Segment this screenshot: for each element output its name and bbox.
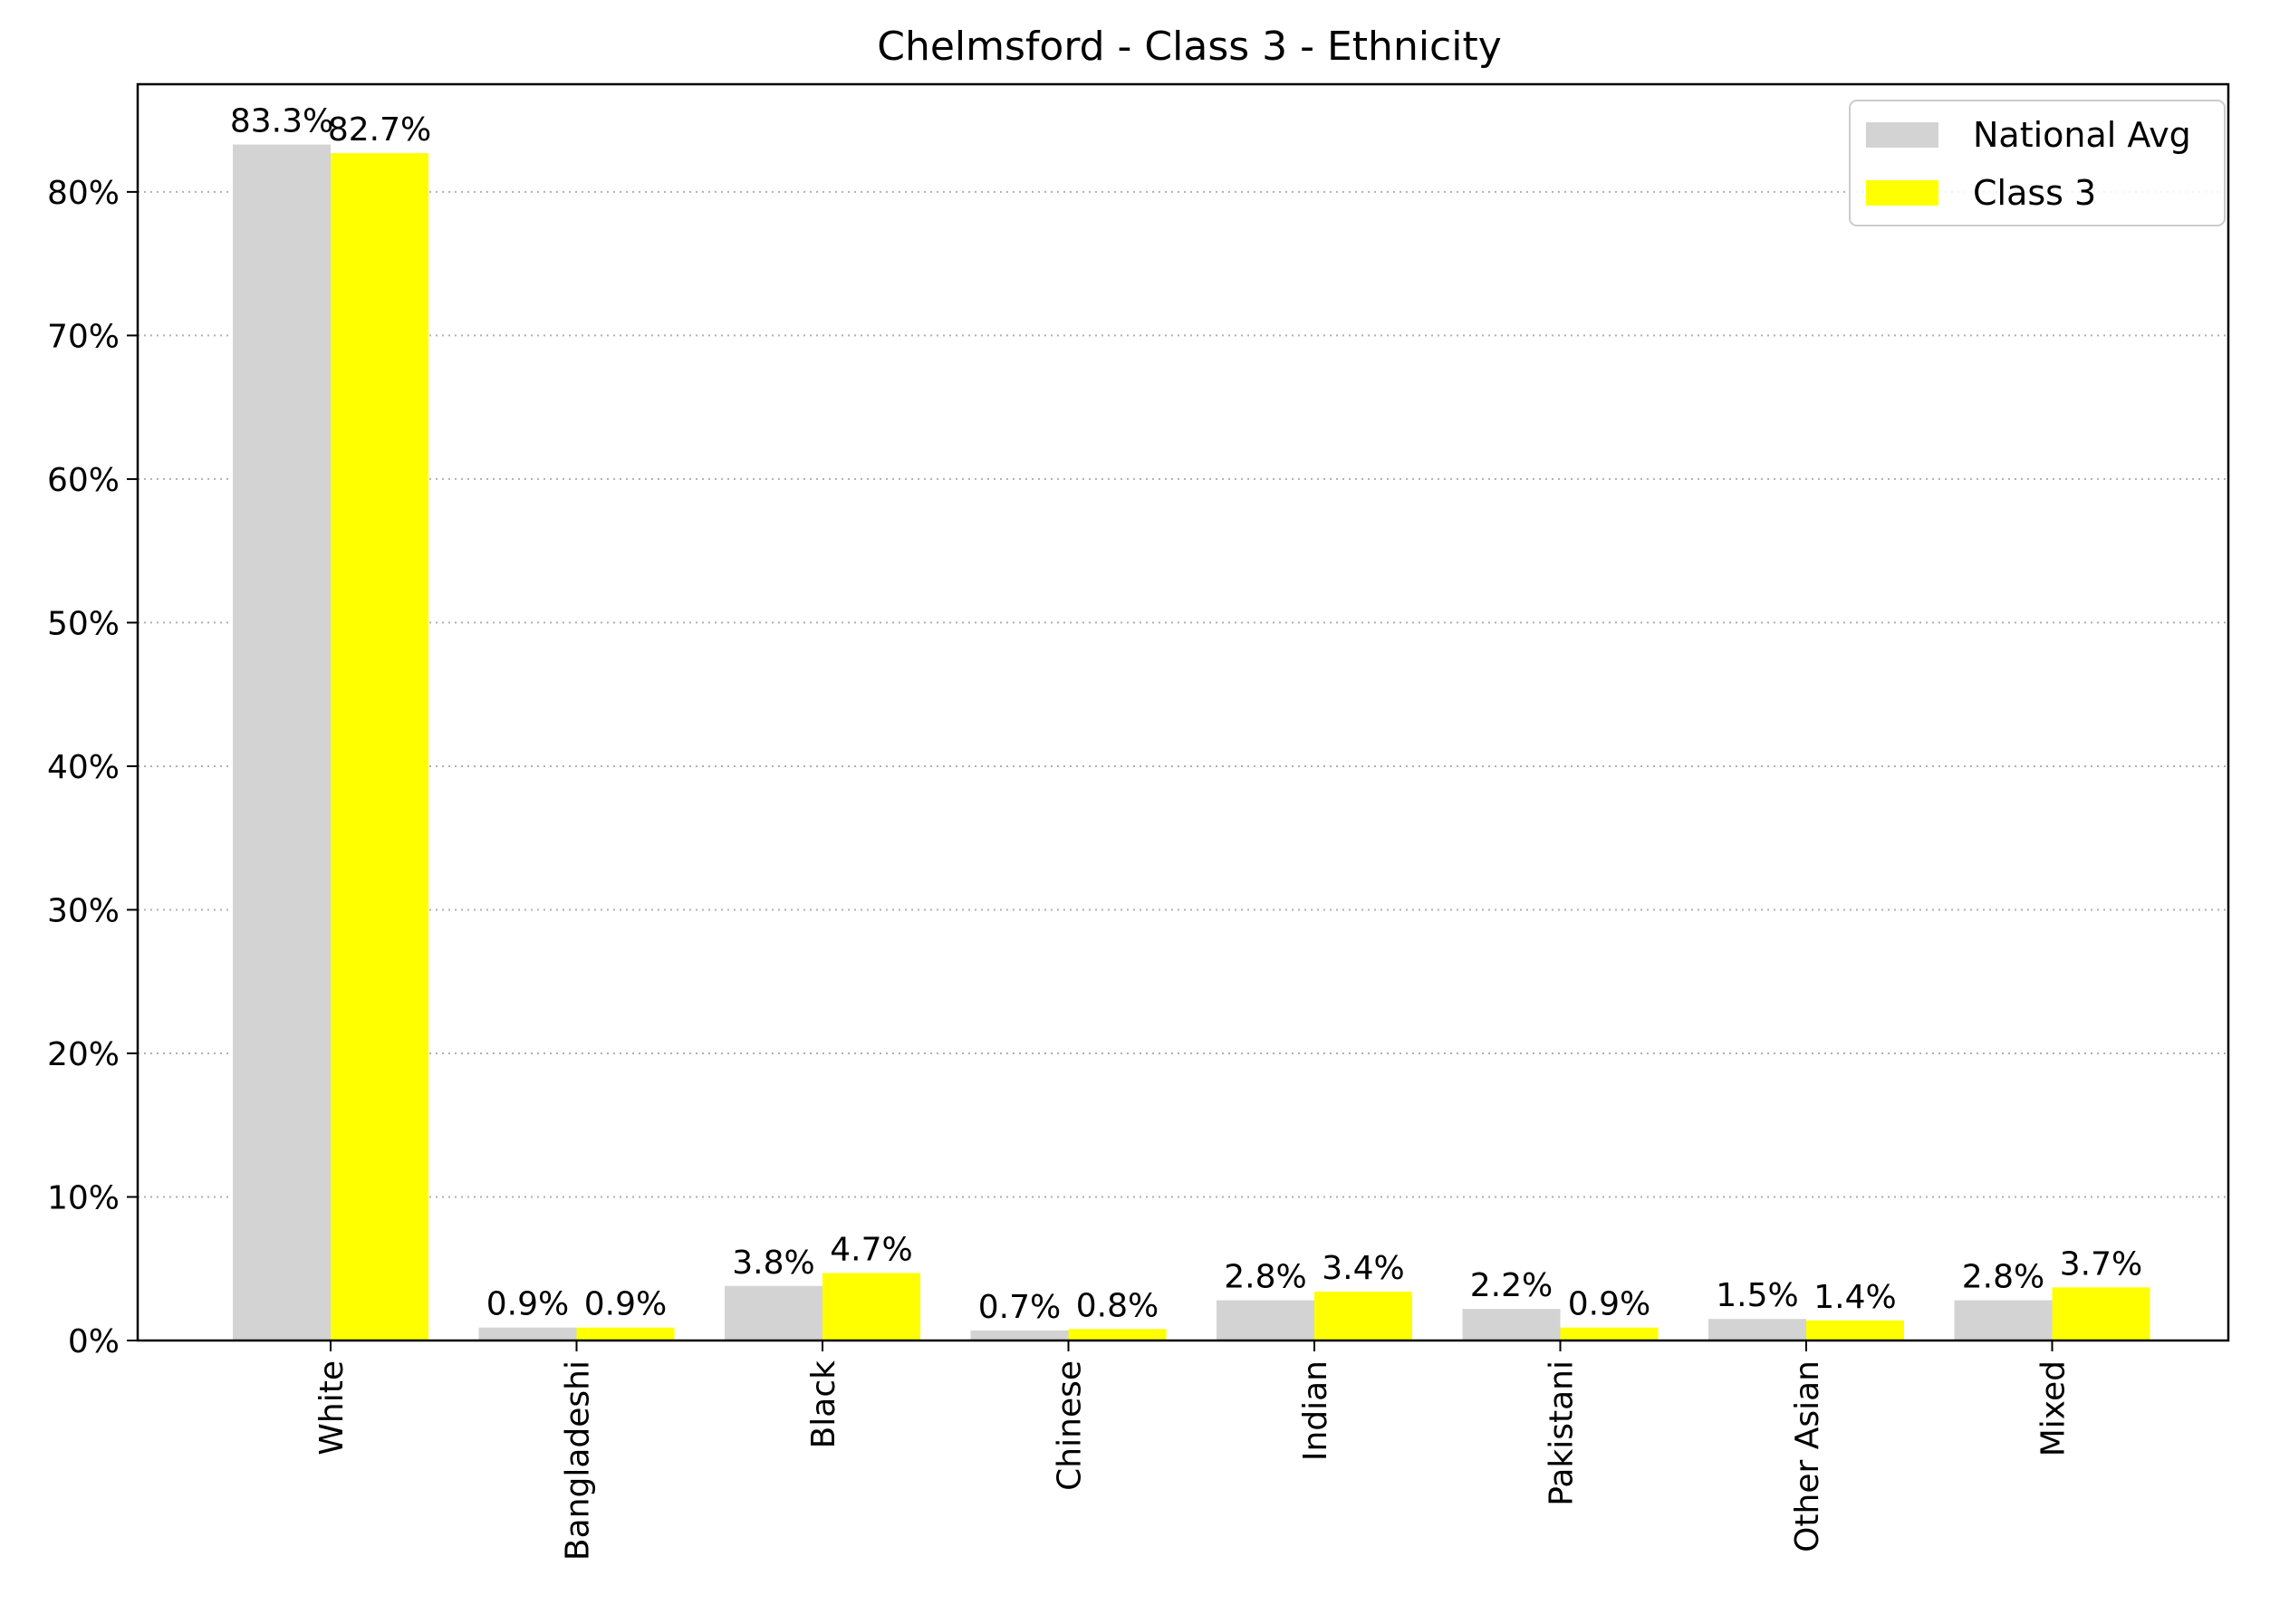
y-tick-label: 20%: [47, 1036, 120, 1073]
bar-value-label: 0.7%: [978, 1289, 1061, 1326]
bar: [1708, 1319, 1806, 1341]
y-tick-label: 10%: [47, 1179, 120, 1216]
x-tick-label: Mixed: [2035, 1360, 2073, 1456]
bar-value-label: 2.8%: [1962, 1259, 2044, 1296]
bar-value-label: 0.9%: [1568, 1286, 1650, 1323]
x-tick-label: Black: [805, 1360, 842, 1449]
bar-value-label: 2.8%: [1224, 1259, 1306, 1296]
bar: [1217, 1300, 1314, 1341]
x-tick-label: Pakistani: [1544, 1360, 1581, 1506]
bar-value-label: 0.9%: [584, 1286, 667, 1323]
bar: [331, 153, 428, 1341]
x-tick-label: White: [313, 1360, 351, 1456]
legend: National Avg Class 3: [1849, 100, 2226, 226]
legend-swatch: [1866, 122, 1938, 148]
legend-box: [1849, 100, 2226, 226]
x-tick-label: Bangladeshi: [560, 1360, 597, 1561]
x-tick-label: Indian: [1297, 1360, 1334, 1461]
x-axis: White Bangladeshi Black Chinese Indian Pakist…: [313, 1341, 2073, 1561]
bar: [1068, 1329, 1167, 1341]
bar: [478, 1327, 577, 1341]
y-tick-label: 0%: [68, 1323, 120, 1360]
chart-title: Chelmsford - Class 3 - Ethnicity: [877, 24, 1502, 70]
bar: [1314, 1292, 1412, 1341]
bar-value-label: 1.4%: [1813, 1279, 1896, 1316]
bar: [822, 1273, 920, 1341]
bar-value-label: 0.8%: [1076, 1287, 1159, 1324]
bar: [1954, 1300, 2053, 1341]
y-tick-label: 30%: [47, 892, 120, 929]
bar: [1462, 1309, 1561, 1341]
bar-value-label: 4.7%: [830, 1231, 912, 1268]
bar-value-label: 3.7%: [2060, 1245, 2142, 1283]
y-axis: 0% 10% 20% 30% 40% 50% 60% 70% 80%: [47, 175, 138, 1360]
plot-area-frame: [136, 82, 2230, 1342]
bar-value-label: 3.8%: [732, 1244, 814, 1282]
x-tick-label: Chinese: [1052, 1360, 1089, 1491]
legend-label: Class 3: [1973, 173, 2096, 213]
bar-value-label: 0.9%: [486, 1286, 569, 1323]
bar-value-label: 82.7%: [328, 111, 431, 149]
y-tick-label: 40%: [47, 749, 120, 786]
bar: [576, 1327, 675, 1341]
bar: [2052, 1287, 2150, 1341]
y-tick-label: 70%: [47, 318, 120, 355]
bar: [233, 144, 331, 1341]
bar-value-label: 3.4%: [1322, 1250, 1404, 1287]
y-tick-label: 50%: [47, 605, 120, 642]
bar-value-label: 83.3%: [230, 103, 333, 140]
data-labels: 83.3%82.7% 0.9% 0.9% 3.8% 4.7% 0.7% 0.8% 2.8% 3.…: [230, 103, 2142, 1326]
y-tick-label: 80%: [47, 175, 120, 212]
bar-value-label: 1.5%: [1716, 1277, 1798, 1314]
bars: [233, 144, 2150, 1341]
x-tick-label: Other Asian: [1789, 1360, 1826, 1552]
bar: [970, 1330, 1069, 1341]
y-tick-label: 60%: [47, 462, 120, 499]
legend-swatch: [1866, 180, 1938, 206]
bar: [1560, 1327, 1659, 1341]
legend-label: National Avg: [1973, 115, 2191, 155]
bar-value-label: 2.2%: [1470, 1267, 1553, 1304]
bar: [1806, 1320, 1904, 1341]
bar: [725, 1285, 822, 1341]
